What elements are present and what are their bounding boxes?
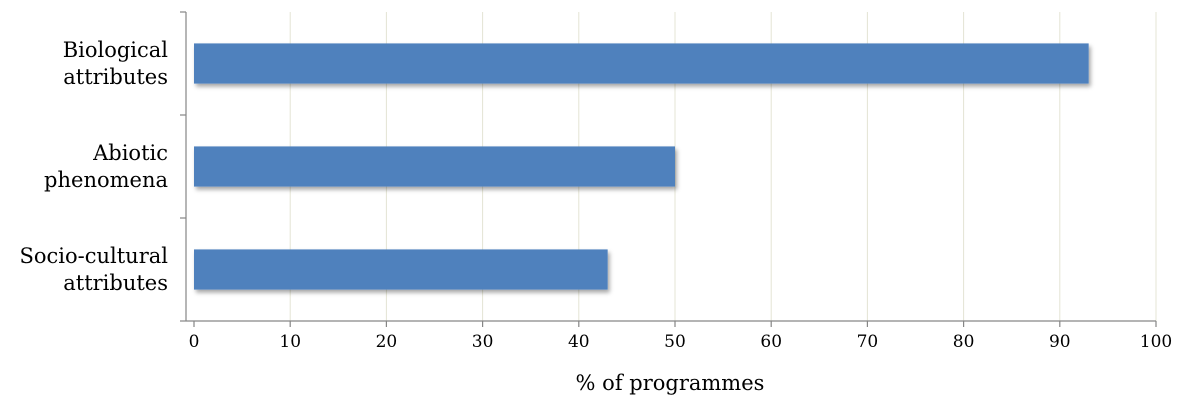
x-tick-labels: 0 10 20 30 40 50 60 70 80 90 100	[189, 332, 1173, 352]
x-tick-label-80: 80	[953, 332, 975, 352]
x-tick-label-50: 50	[664, 332, 686, 352]
category-labels: Biological attributes Abiotic phenomena Soci…	[20, 38, 169, 295]
x-tick-label-40: 40	[568, 332, 590, 352]
x-tick-label-90: 90	[1049, 332, 1071, 352]
axes	[180, 11, 1157, 327]
x-tick-label-100: 100	[1140, 332, 1172, 352]
category-label-1: Abiotic phenomena	[44, 141, 168, 192]
category-label-0: Biological attributes	[63, 38, 169, 89]
x-tick-label-20: 20	[376, 332, 398, 352]
x-tick-label-10: 10	[279, 332, 301, 352]
x-tick-label-30: 30	[472, 332, 494, 352]
x-axis-title: % of programmes	[576, 371, 765, 395]
bars	[194, 43, 1089, 290]
category-label-2: Socio-cultural attributes	[20, 244, 169, 295]
x-tick-label-70: 70	[857, 332, 879, 352]
x-tick-label-0: 0	[189, 332, 200, 352]
bar-0	[194, 43, 1089, 84]
x-tick-label-60: 60	[760, 332, 782, 352]
bar-1	[194, 146, 675, 187]
bar-2	[194, 249, 608, 290]
